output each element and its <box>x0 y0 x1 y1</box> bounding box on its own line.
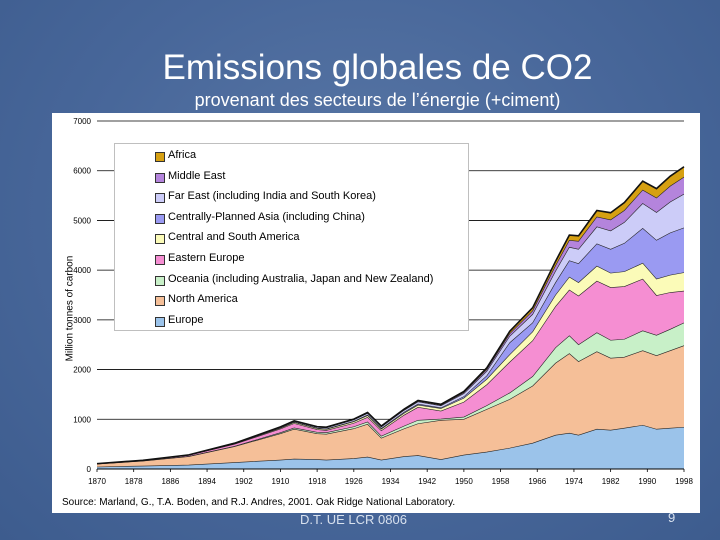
legend-label: Africa <box>168 149 197 161</box>
y-tick-label: 3000 <box>73 316 91 325</box>
x-tick-label: 1894 <box>198 477 216 486</box>
area-europe <box>97 425 684 469</box>
legend-swatch <box>155 234 165 245</box>
x-tick-label: 1878 <box>125 477 143 486</box>
chart-panel: 0 1000 2000 3000 4000 5000 6000 7000 1870 1878 188… <box>52 113 700 513</box>
chart-legend: Africa Middle East Far East (including Ind… <box>114 143 469 331</box>
x-tick-label: 1982 <box>602 477 620 486</box>
legend-swatch <box>155 172 165 183</box>
area-eastern-europe <box>97 279 684 464</box>
band-boundary <box>96 322 685 465</box>
x-tick-label: 1926 <box>345 477 363 486</box>
page-number: 9 <box>668 510 676 525</box>
x-tick-label: 1918 <box>308 477 326 486</box>
x-tick-label: 1950 <box>455 477 473 486</box>
legend-label: Eastern Europe <box>168 252 245 264</box>
legend-label: Centrally-Planned Asia (including China) <box>168 210 365 223</box>
y-tick-label: 1000 <box>73 415 91 424</box>
chart-source-note: Source: Marland, G., T.A. Boden, and R.J… <box>62 497 456 508</box>
x-tick-label: 1910 <box>272 477 290 486</box>
legend-swatch <box>155 255 165 265</box>
slide-footer: D.T. UE LCR 0806 <box>300 512 407 527</box>
y-tick-label: 6000 <box>73 167 91 176</box>
legend-label: Oceania (including Australia, Japan and … <box>168 272 434 285</box>
x-tick-label: 1870 <box>88 477 106 486</box>
area-central-and-south-america <box>97 263 684 464</box>
band-boundary <box>96 345 685 465</box>
x-tick-label: 1902 <box>235 477 253 486</box>
y-tick-label: 0 <box>87 465 92 474</box>
x-tick-label: 1990 <box>638 477 656 486</box>
band-boundary <box>96 424 685 468</box>
legend-label: Middle East <box>168 169 226 182</box>
legend-label: North America <box>168 293 238 306</box>
y-tick-label: 4000 <box>73 266 91 275</box>
y-tick-label: 5000 <box>73 216 91 225</box>
y-tick-label: 7000 <box>73 117 91 126</box>
legend-swatch <box>155 275 165 286</box>
legend-label: Far East (including India and South Kore… <box>168 190 376 203</box>
total-outline <box>96 166 685 465</box>
legend-swatch <box>155 213 165 224</box>
legend-label: Central and South America <box>168 231 300 244</box>
legend-swatch <box>155 296 165 307</box>
area-north-america <box>97 345 684 468</box>
x-tick-label: 1998 <box>675 477 693 486</box>
legend-swatch <box>155 193 165 204</box>
legend-label: Europe <box>168 313 204 326</box>
y-axis-label: Million tonnes of carbon <box>64 255 76 362</box>
x-tick-label: 1966 <box>528 477 546 486</box>
slide-title: Emissions globales de CO2 <box>162 48 593 87</box>
area-centrally-planned-asia <box>97 227 684 464</box>
slide-subtitle: provenant des secteurs de l’énergie (+ci… <box>194 90 561 110</box>
x-tick-label: 1958 <box>492 477 510 486</box>
legend-swatch <box>155 316 165 327</box>
legend-swatch <box>155 152 165 162</box>
band-boundary <box>96 278 685 465</box>
x-tick-label: 1886 <box>161 477 179 486</box>
x-tick-label: 1942 <box>418 477 436 486</box>
x-tick-label: 1974 <box>565 477 583 486</box>
y-tick-label: 2000 <box>73 366 91 375</box>
x-tick-label: 1934 <box>382 477 400 486</box>
band-boundary <box>96 227 685 464</box>
emissions-area-chart: 0 1000 2000 3000 4000 5000 6000 7000 1870 1878 188… <box>73 117 693 486</box>
